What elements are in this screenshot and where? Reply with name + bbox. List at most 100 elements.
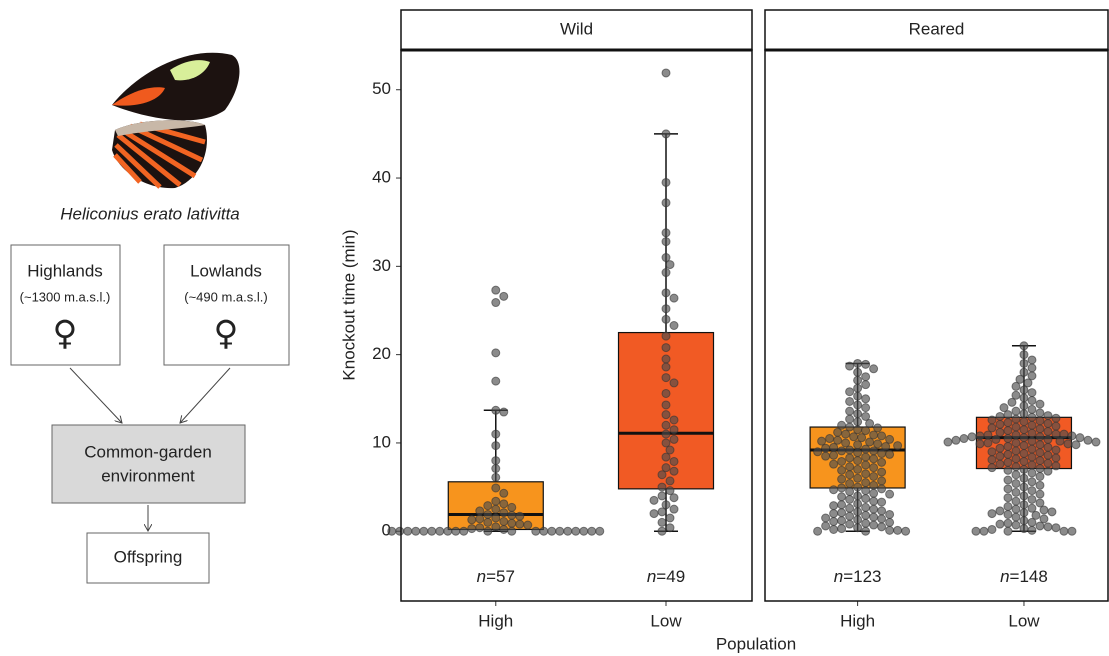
data-point <box>491 472 501 482</box>
data-point <box>813 526 823 536</box>
data-point <box>1027 428 1037 438</box>
data-point <box>563 526 573 536</box>
data-point <box>1003 441 1013 451</box>
data-point <box>877 497 887 507</box>
data-point <box>661 198 671 208</box>
data-point <box>1035 489 1045 499</box>
data-point <box>1067 526 1077 536</box>
data-point <box>987 509 997 519</box>
data-point <box>829 509 839 519</box>
data-point <box>669 493 679 503</box>
data-point <box>1019 456 1029 466</box>
data-point <box>1031 510 1041 520</box>
data-point <box>1003 449 1013 459</box>
node-box <box>51 424 246 504</box>
data-point <box>869 480 879 490</box>
data-point <box>829 524 839 534</box>
data-point <box>1043 522 1053 532</box>
data-point <box>523 520 533 530</box>
data-point <box>515 519 525 529</box>
data-point <box>861 526 871 536</box>
data-point <box>877 457 887 467</box>
data-point <box>661 304 671 314</box>
x-axis-label: Population <box>716 634 796 653</box>
data-point <box>1019 385 1029 395</box>
data-point <box>829 501 839 511</box>
data-point <box>845 494 855 504</box>
data-point <box>587 526 597 536</box>
data-point <box>841 438 851 448</box>
data-point <box>1019 482 1029 492</box>
data-point <box>1023 378 1033 388</box>
data-point <box>861 411 871 421</box>
data-point <box>1035 480 1045 490</box>
data-point <box>861 518 871 528</box>
data-point <box>1019 464 1029 474</box>
data-point <box>539 526 549 536</box>
node-label: Common-garden <box>84 442 212 461</box>
y-tick-label: 0 <box>382 521 391 540</box>
data-point <box>885 525 895 535</box>
data-point <box>1027 363 1037 373</box>
data-point <box>491 441 501 451</box>
data-point <box>861 502 871 512</box>
data-point <box>661 354 671 364</box>
data-point <box>483 517 493 527</box>
data-point <box>1011 487 1021 497</box>
data-point <box>1011 430 1021 440</box>
data-point <box>1019 341 1029 351</box>
data-point <box>1019 350 1029 360</box>
data-point <box>665 523 675 533</box>
data-point <box>499 291 509 301</box>
data-point <box>991 434 1001 444</box>
data-point <box>1011 504 1021 514</box>
data-point <box>475 514 485 524</box>
data-point <box>845 361 855 371</box>
data-point <box>853 482 863 492</box>
data-point <box>1027 477 1037 487</box>
data-point <box>1019 516 1029 526</box>
data-point <box>459 526 469 536</box>
data-point <box>491 483 501 493</box>
data-point <box>877 522 887 532</box>
data-point <box>853 409 863 419</box>
data-point <box>1047 507 1057 517</box>
data-point <box>837 465 847 475</box>
data-point <box>435 526 445 536</box>
data-point <box>555 526 565 536</box>
data-point <box>475 523 485 533</box>
data-point <box>821 513 831 523</box>
node-label: Lowlands <box>190 261 262 280</box>
data-point <box>959 434 969 444</box>
y-axis-label: Knockout time (min) <box>339 229 358 380</box>
data-point <box>877 476 887 486</box>
data-point <box>669 425 679 435</box>
data-point <box>845 406 855 416</box>
data-point <box>853 417 863 427</box>
data-point <box>1019 473 1029 483</box>
data-point <box>869 496 879 506</box>
data-point <box>1027 436 1037 446</box>
data-point <box>661 253 671 263</box>
data-point <box>1003 484 1013 494</box>
data-point <box>975 431 985 441</box>
data-point <box>661 463 671 473</box>
node-label: Offspring <box>114 547 183 566</box>
data-point <box>1035 521 1045 531</box>
data-point <box>853 515 863 525</box>
data-point <box>853 473 863 483</box>
node-sublabel: (~1300 m.a.s.l.) <box>20 289 111 304</box>
data-point <box>1019 449 1029 459</box>
data-point <box>845 462 855 472</box>
data-point <box>1051 445 1061 455</box>
data-point <box>1027 396 1037 406</box>
data-point <box>1003 475 1013 485</box>
data-point <box>1039 505 1049 515</box>
data-point <box>853 391 863 401</box>
data-point <box>861 394 871 404</box>
data-point <box>861 469 871 479</box>
data-point <box>491 376 501 386</box>
data-point <box>1011 470 1021 480</box>
data-point <box>595 526 605 536</box>
